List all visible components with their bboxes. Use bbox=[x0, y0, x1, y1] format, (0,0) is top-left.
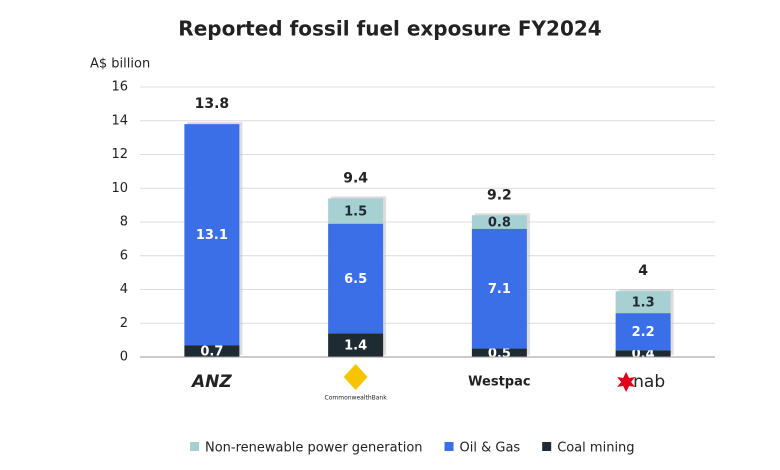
category-logo: nab bbox=[633, 372, 665, 392]
bar-segment bbox=[615, 350, 671, 357]
logo-diamond bbox=[343, 364, 368, 390]
bar-segment bbox=[615, 313, 671, 351]
category-logo: ANZ bbox=[190, 372, 232, 392]
legend-label: Coal mining bbox=[557, 441, 634, 456]
bar-segment bbox=[471, 348, 527, 357]
y-tick-label: 4 bbox=[120, 282, 128, 297]
bar-segment bbox=[328, 223, 384, 334]
bar-segment bbox=[615, 291, 671, 314]
segment-label: 0.8 bbox=[488, 216, 511, 231]
total-label: 9.4 bbox=[343, 170, 368, 186]
y-axis-label: A$ billion bbox=[90, 57, 150, 72]
bar-segment bbox=[184, 345, 240, 357]
legend-swatch bbox=[190, 442, 199, 451]
segment-label: 13.1 bbox=[196, 228, 228, 243]
legend: Non-renewable power generation Oil & Gas C… bbox=[190, 441, 635, 456]
segment-label: 1.3 bbox=[632, 296, 655, 311]
total-label: 4 bbox=[638, 263, 648, 279]
bar-segment bbox=[184, 124, 240, 346]
category-logo: CommonwealthBank bbox=[325, 395, 388, 402]
bar-segment bbox=[471, 228, 527, 349]
y-tick-label: 8 bbox=[120, 215, 128, 230]
segment-label: 7.1 bbox=[488, 282, 511, 297]
segment-label: 1.5 bbox=[344, 205, 367, 220]
legend-swatch bbox=[542, 442, 552, 451]
legend-label: Non-renewable power generation bbox=[205, 441, 423, 456]
segment-label: 0.5 bbox=[488, 346, 511, 361]
total-label: 13.8 bbox=[195, 96, 230, 112]
chart-title: Reported fossil fuel exposure FY2024 bbox=[178, 17, 601, 41]
segment-label: 6.5 bbox=[344, 272, 367, 287]
y-tick-label: 14 bbox=[111, 113, 128, 128]
y-tick-label: 10 bbox=[111, 181, 128, 196]
y-tick-label: 6 bbox=[120, 248, 128, 263]
bar-segment bbox=[471, 215, 527, 229]
category-logo: Westpac bbox=[468, 375, 530, 390]
segment-label: 1.4 bbox=[344, 339, 367, 354]
y-tick-label: 12 bbox=[111, 147, 128, 162]
logo-star bbox=[617, 372, 636, 392]
y-tick-label: 2 bbox=[120, 316, 128, 331]
bar-segment bbox=[328, 333, 384, 357]
segment-label: 2.2 bbox=[632, 325, 655, 340]
legend-swatch bbox=[444, 442, 454, 451]
bar-segment bbox=[328, 198, 384, 224]
legend-label: Oil & Gas bbox=[460, 441, 521, 456]
y-tick-label: 0 bbox=[120, 350, 128, 365]
segment-label: 0.7 bbox=[200, 345, 223, 360]
segment-label: 0.4 bbox=[632, 347, 655, 362]
y-tick-label: 16 bbox=[111, 80, 128, 95]
total-label: 9.2 bbox=[487, 187, 512, 203]
